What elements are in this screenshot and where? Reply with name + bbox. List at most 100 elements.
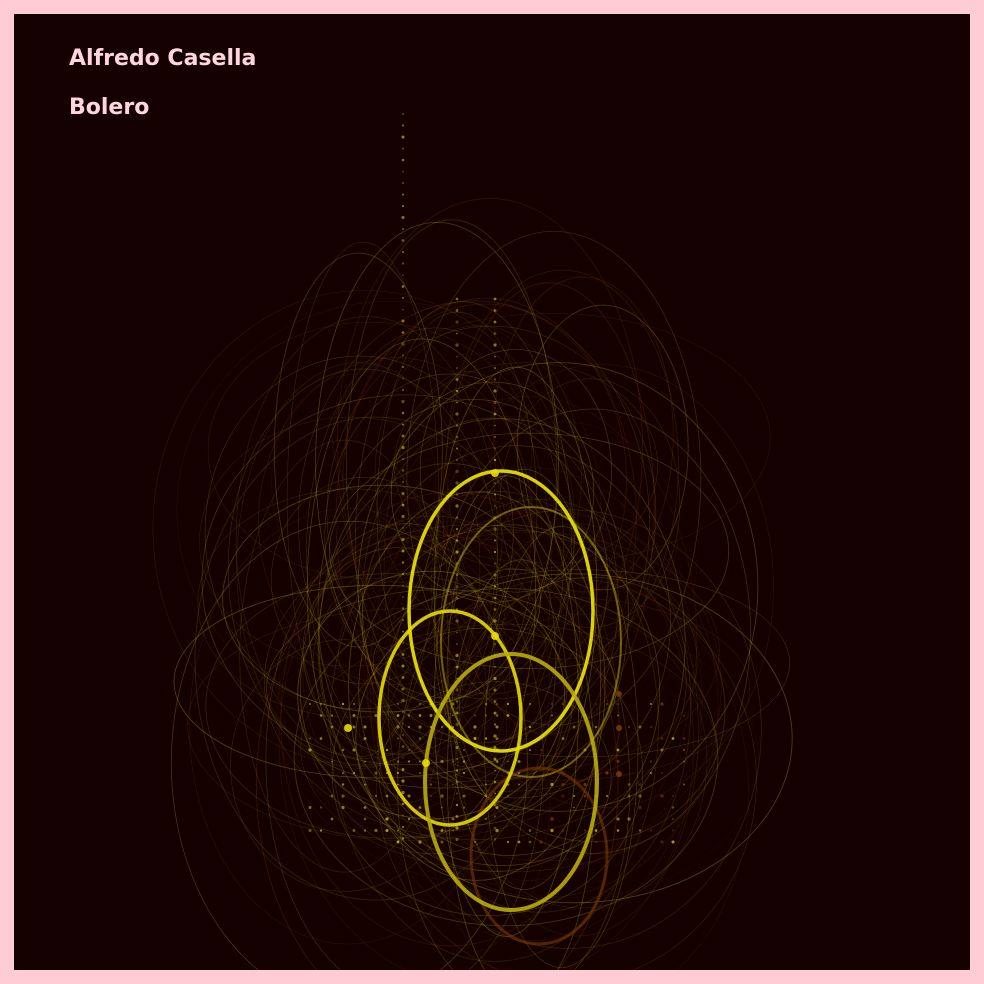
column-dot [493, 389, 497, 393]
column-dot [401, 135, 405, 139]
grid-dot [550, 782, 554, 787]
column-dot [402, 377, 404, 380]
grid-dot [484, 794, 488, 798]
node-marker [491, 632, 499, 640]
grid-dot [517, 840, 521, 844]
background-ellipse [335, 359, 537, 758]
grid-dot [484, 737, 488, 740]
grid-dot [440, 759, 444, 764]
background-ellipse [387, 498, 692, 913]
background-ellipse [293, 588, 719, 927]
column-dot [455, 688, 459, 692]
background-ellipse [387, 631, 551, 953]
column-dot [455, 700, 459, 703]
grid-dot [441, 726, 443, 728]
column-dot [455, 516, 459, 519]
grid-dot [419, 772, 421, 774]
grid-dot [671, 840, 675, 844]
column-dot [455, 550, 459, 554]
background-ellipse [446, 269, 679, 660]
column-dot [456, 355, 458, 358]
column-dot [494, 367, 496, 369]
grid-dot [595, 703, 597, 705]
column-dot [455, 320, 459, 324]
column-dot [401, 503, 405, 507]
background-ellipse [446, 421, 679, 644]
grid-dot [660, 840, 664, 844]
column-dot [493, 838, 497, 841]
column-dot [493, 723, 497, 726]
background-ellipse [433, 408, 751, 854]
background-ellipse [271, 374, 436, 592]
grid-dot [539, 748, 543, 752]
grid-dot [495, 828, 499, 833]
grid-dot [452, 714, 454, 717]
column-dot [493, 320, 497, 324]
background-ellipse [357, 467, 703, 942]
column-dot [402, 228, 404, 230]
column-dot [455, 493, 459, 496]
column-dot [455, 527, 459, 531]
grid-dot [474, 714, 476, 717]
grid-dot [341, 748, 345, 752]
grid-dot [396, 771, 400, 775]
background-ellipse [199, 416, 503, 667]
grid-dot [639, 829, 641, 832]
grid-dot [496, 703, 498, 705]
background-ellipse [357, 362, 759, 812]
column-dot [455, 481, 459, 485]
column-dot [455, 297, 459, 301]
background-ellipse [372, 569, 790, 758]
node-marker [616, 725, 622, 731]
column-dot [402, 147, 404, 150]
grid-dot [308, 748, 312, 752]
column-dot [494, 505, 496, 507]
background-ellipse [336, 197, 643, 695]
column-dot [455, 826, 459, 830]
grid-dot [605, 794, 609, 798]
grid-dot [616, 748, 620, 752]
grid-dot [616, 702, 620, 706]
grid-dot [462, 771, 466, 775]
column-dot [401, 124, 405, 127]
grid-dot [408, 749, 410, 751]
grid-dot [341, 771, 345, 775]
grid-dot [550, 817, 554, 821]
column-dot [401, 250, 405, 254]
column-dot [455, 378, 459, 381]
grid-dot [364, 760, 366, 763]
background-ellipse [376, 311, 538, 709]
grid-dot [616, 714, 620, 717]
grid-dot [660, 794, 664, 798]
background-ellipse [389, 416, 634, 733]
grid-dot [451, 817, 455, 821]
column-dot [401, 285, 405, 288]
grid-dot [671, 806, 675, 809]
node-marker [616, 691, 622, 697]
background-ellipse [278, 523, 550, 839]
column-dot [493, 734, 497, 738]
column-dot [402, 458, 404, 460]
grid-dot [418, 737, 422, 740]
grid-dot [462, 794, 466, 798]
background-ellipse [235, 316, 499, 759]
primary-ellipse [407, 469, 595, 753]
background-ellipse [170, 521, 528, 970]
background-ellipse [342, 303, 627, 657]
grid-dot [440, 829, 444, 832]
background-ellipse [255, 534, 619, 970]
background-ellipse [329, 490, 659, 962]
grid-dot [627, 783, 631, 786]
column-dot [493, 619, 497, 623]
grid-dot [429, 783, 433, 786]
grid-dot [594, 840, 598, 844]
grid-dot [330, 714, 334, 717]
background-ellipse [361, 417, 619, 782]
column-dot [401, 549, 405, 553]
background-ellipse [227, 368, 499, 766]
column-dot [493, 757, 497, 761]
background-ellipse [376, 509, 762, 949]
background-ellipse [361, 395, 698, 881]
column-dot [401, 790, 405, 795]
grid-dot [528, 725, 532, 729]
